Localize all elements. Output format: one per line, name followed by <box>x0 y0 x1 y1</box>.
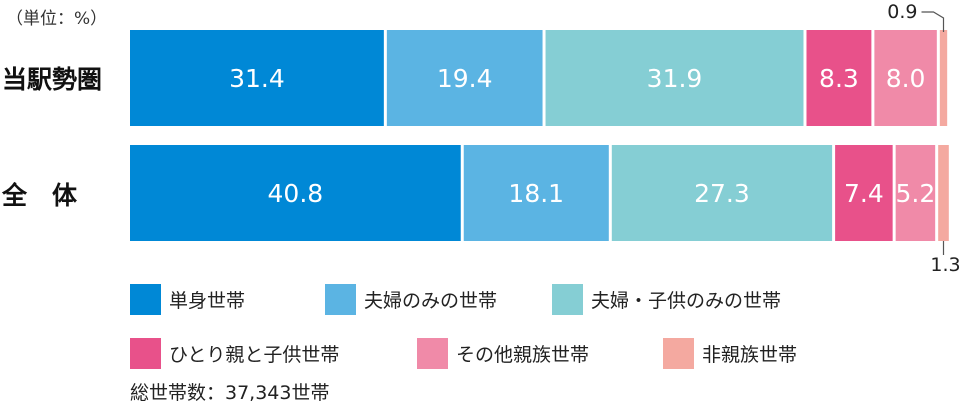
legend-item-other-relatives: その他親族世帯 <box>417 338 589 369</box>
data-label-overall-5: 1.3 <box>930 254 960 276</box>
legend-item-couple: 夫婦のみの世帯 <box>325 284 497 315</box>
legend-swatch-single-parent <box>130 338 161 369</box>
row-label-overall: 全 体 <box>2 181 78 210</box>
legend-item-couple-children: 夫婦・子供のみの世帯 <box>552 284 781 315</box>
legend-label-couple-children: 夫婦・子供のみの世帯 <box>591 290 782 312</box>
bar-station-area-seg-3 <box>806 30 872 126</box>
data-label-station-area-4: 8.0 <box>886 64 926 93</box>
data-label-station-area-0: 31.4 <box>229 64 285 93</box>
legend-label-single: 単身世帯 <box>169 290 246 312</box>
bar-station-area-seg-0 <box>130 30 384 126</box>
row-label-station-area: 当駅勢圏 <box>2 65 103 94</box>
legend-label-other-relatives: その他親族世帯 <box>456 344 590 366</box>
legend-swatch-non-relatives <box>663 338 694 369</box>
bar-overall-seg-5 <box>938 145 949 241</box>
data-label-overall-4: 5.2 <box>896 179 936 208</box>
bar-station-area-seg-4 <box>874 30 937 126</box>
bar-station-area-seg-5 <box>939 30 948 126</box>
data-label-overall-1: 18.1 <box>508 179 564 208</box>
bar-station-area-seg-1 <box>386 30 543 126</box>
bar-overall-seg-0 <box>130 145 461 241</box>
data-label-overall-0: 40.8 <box>268 179 324 208</box>
legend-swatch-couple <box>325 284 356 315</box>
data-label-overall-2: 27.3 <box>694 179 750 208</box>
data-label-station-area-2: 31.9 <box>647 64 703 93</box>
legend-swatch-single <box>130 284 161 315</box>
data-label-station-area-3: 8.3 <box>819 64 859 93</box>
bar-overall-seg-4 <box>895 145 936 241</box>
bar-station-area-seg-2 <box>545 30 804 126</box>
unit-note: （単位：%） <box>6 9 108 29</box>
legend-swatch-other-relatives <box>417 338 448 369</box>
total-households: 総世帯数：37,343世帯 <box>130 382 330 404</box>
legend-label-couple: 夫婦のみの世帯 <box>364 290 498 312</box>
data-label-overall-3: 7.4 <box>844 179 884 208</box>
bar-overall-seg-1 <box>463 145 609 241</box>
legend-item-single-parent: ひとり親と子供世帯 <box>130 338 339 369</box>
legend-swatch-couple-children <box>552 284 583 315</box>
legend-label-non-relatives: 非親族世帯 <box>702 344 798 366</box>
legend-label-single-parent: ひとり親と子供世帯 <box>169 344 340 366</box>
data-label-station-area-1: 19.4 <box>437 64 493 93</box>
data-label-station-area-5: 0.9 <box>887 1 917 23</box>
bar-overall-seg-2 <box>611 145 833 241</box>
bar-overall-seg-3 <box>835 145 893 241</box>
legend-item-non-relatives: 非親族世帯 <box>663 338 797 369</box>
legend-item-single: 単身世帯 <box>130 284 245 315</box>
